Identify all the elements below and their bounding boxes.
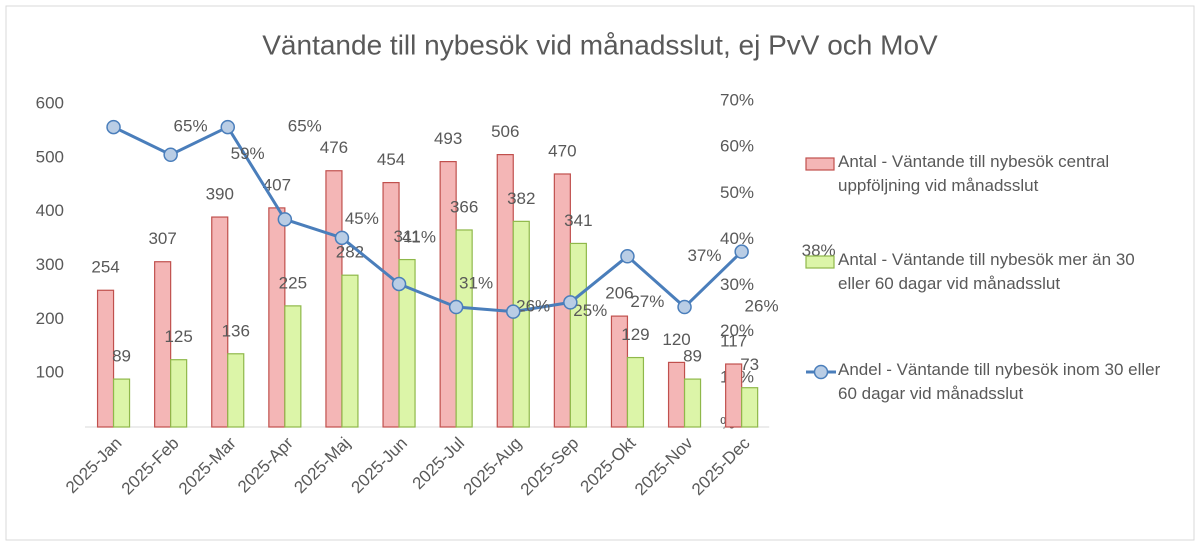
- bar-value-label: 506: [491, 122, 519, 141]
- line-value-label: 25%: [573, 301, 607, 320]
- bar: [154, 261, 172, 428]
- line-marker: [220, 119, 235, 135]
- y2-tick-label: 20%: [720, 321, 754, 340]
- y-tick-label: 600: [36, 93, 64, 112]
- bar: [398, 258, 416, 428]
- y2-tick-label: 30%: [720, 275, 754, 294]
- bar-value-label: 470: [548, 141, 576, 160]
- legend-swatch: [805, 157, 835, 171]
- y2-tick-label: 60%: [720, 137, 754, 156]
- bar: [284, 305, 302, 428]
- bar: [382, 181, 400, 428]
- chart-border: [5, 5, 1195, 541]
- line-marker: [334, 230, 350, 246]
- bar-value-label: 366: [450, 197, 478, 216]
- y-tick-label: 400: [36, 201, 64, 220]
- bar: [626, 356, 645, 428]
- chart-title: Väntande till nybesök vid månadsslut, ej…: [262, 29, 938, 60]
- bar: [211, 216, 229, 428]
- line-marker: [620, 249, 635, 264]
- bar-value-label: 89: [683, 347, 702, 366]
- line-marker: [506, 304, 521, 319]
- bar-value-label: 136: [222, 321, 250, 340]
- bar: [96, 289, 115, 428]
- bar-value-label: 341: [564, 211, 592, 230]
- bar-value-label: 129: [621, 325, 649, 344]
- legend-label: Antal - Väntande till nybesök mer än 30 …: [838, 250, 1135, 293]
- bar-value-label: 254: [91, 258, 119, 277]
- bar-value-label: 307: [148, 229, 176, 248]
- bar-value-label: 407: [263, 175, 291, 194]
- y2-tick-label: 40%: [720, 229, 754, 248]
- bar-value-label: 89: [112, 347, 131, 366]
- line-value-label: 59%: [231, 144, 265, 163]
- bar: [325, 170, 343, 428]
- y-tick-label: 300: [36, 255, 64, 274]
- line-value-label: 41%: [402, 227, 436, 246]
- line-value-label: 27%: [630, 292, 664, 311]
- bar: [667, 361, 686, 428]
- bar: [112, 378, 131, 428]
- line-value-label: 37%: [687, 246, 721, 265]
- bar-value-label: 225: [279, 273, 307, 292]
- line-value-label: 26%: [516, 297, 550, 316]
- line-marker: [277, 212, 293, 227]
- bar-value-label: 120: [662, 330, 690, 349]
- bar: [227, 353, 245, 428]
- line: [112, 125, 743, 314]
- bar-value-label: 476: [320, 138, 348, 157]
- bar-value-label: 311: [393, 227, 420, 246]
- line-value-label: 65%: [288, 117, 322, 136]
- line-value-label: 45%: [345, 209, 379, 228]
- bar-value-label: 282: [336, 243, 364, 262]
- bar: [569, 242, 587, 428]
- bar: [341, 274, 359, 428]
- y2-tick-label: 70%: [720, 90, 754, 109]
- line-value-label: 38%: [802, 241, 836, 260]
- legend-swatch: [813, 364, 829, 380]
- y2-tick-label: 50%: [720, 183, 754, 202]
- line-marker: [106, 119, 121, 135]
- bar: [455, 229, 473, 428]
- line-marker: [391, 276, 407, 292]
- bar-value-label: 125: [164, 327, 192, 346]
- line-marker: [734, 244, 749, 259]
- bar: [170, 359, 188, 428]
- y-tick-label: 200: [36, 309, 64, 328]
- bar-value-label: 206: [605, 284, 633, 303]
- bar: [683, 378, 702, 428]
- line-marker: [677, 299, 692, 315]
- line-value-label: 31%: [459, 273, 493, 292]
- bar-value-label: 493: [434, 129, 462, 148]
- line-marker: [448, 299, 464, 315]
- bar-value-label: 454: [377, 150, 405, 169]
- bar-value-label: 73: [740, 355, 759, 374]
- bar-value-label: 382: [507, 189, 535, 208]
- bar: [741, 387, 759, 428]
- legend-swatch: [805, 255, 835, 269]
- line-value-label: 65%: [174, 117, 208, 136]
- line-marker: [563, 295, 578, 310]
- line-value-label: 26%: [745, 297, 779, 316]
- bar-value-label: 390: [206, 185, 234, 204]
- bar: [268, 207, 286, 428]
- bar-value-label: 117: [720, 331, 747, 350]
- bar: [512, 220, 530, 428]
- y-tick-label: 100: [36, 363, 64, 382]
- y-tick-label: 500: [36, 147, 64, 166]
- legend-label: Antal - Väntande till nybesök central up…: [838, 152, 1110, 195]
- line-marker: [163, 147, 178, 163]
- legend-label: Andel - Väntande till nybesök inom 30 el…: [838, 360, 1161, 403]
